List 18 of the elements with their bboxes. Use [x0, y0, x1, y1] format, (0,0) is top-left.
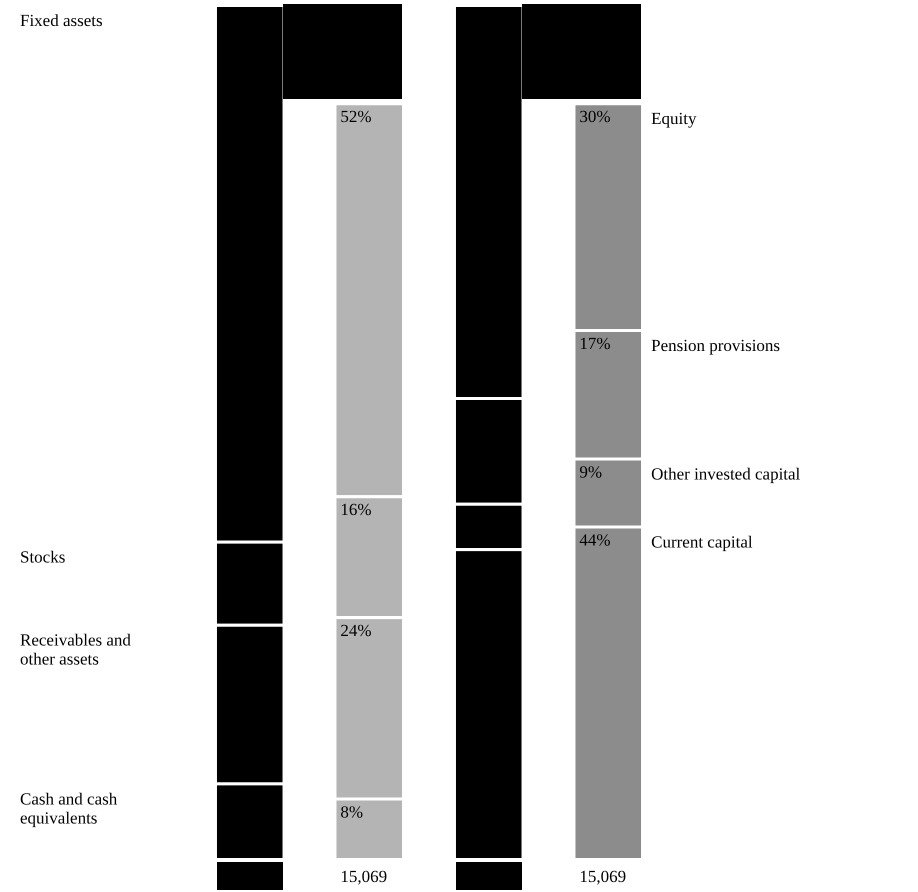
data-label: 9%: [579, 462, 602, 482]
annotation: Other invested capital: [651, 464, 801, 484]
data-label: 17%: [579, 334, 611, 353]
data-label: 44%: [579, 530, 611, 550]
text: Stocks: [20, 548, 66, 567]
text: Fixed assets: [20, 11, 103, 30]
text: 15,069: [579, 867, 626, 886]
data-label: 24%: [340, 621, 372, 640]
text: 15,069: [340, 867, 388, 886]
data-label: 52%: [340, 107, 372, 126]
data-label: 30%: [579, 107, 611, 126]
text: Receivables and other assets: [20, 630, 132, 669]
text: Cash and cash equivalents: [20, 789, 118, 828]
annotation: Pension provisions: [651, 336, 780, 355]
data-label: 8%: [340, 802, 364, 822]
annotation: Current capital: [651, 532, 753, 552]
annotation: Equity: [651, 109, 697, 128]
data-label: 16%: [340, 500, 372, 520]
